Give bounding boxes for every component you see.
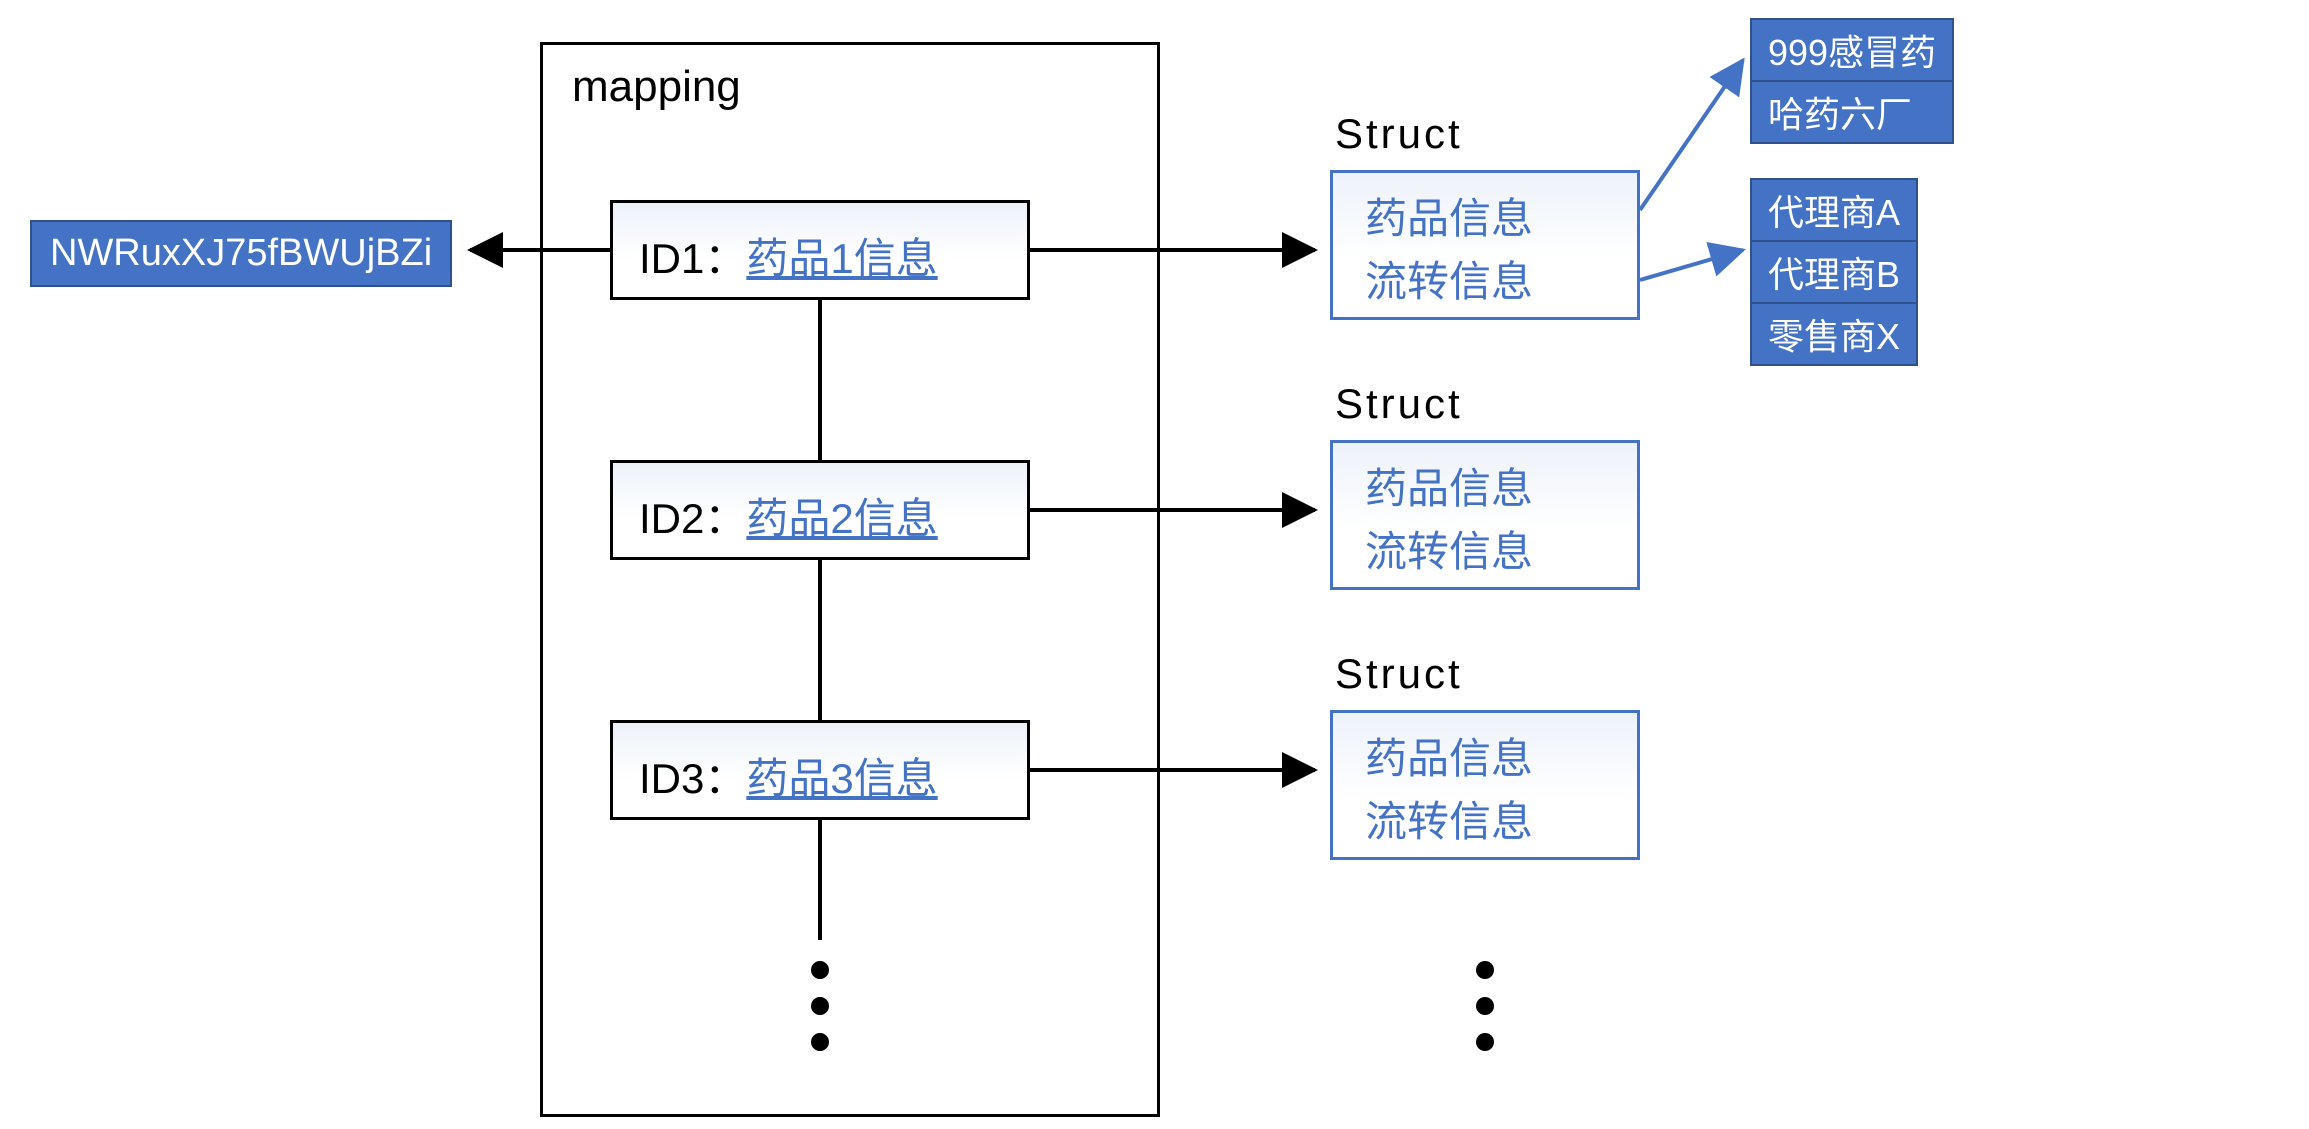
struct-label-3: Struct [1335, 650, 1463, 698]
diagram-canvas: NWRuxXJ75fBWUjBZi mapping ID1：药品1信息 ID2：… [0, 0, 2309, 1129]
struct-3-field-flow: 流转信息 [1365, 790, 1605, 853]
struct-1-field-flow: 流转信息 [1365, 250, 1605, 313]
mapping-entry-3: ID3：药品3信息 [610, 720, 1030, 820]
mapping-entry-2-link[interactable]: 药品2信息 [746, 495, 937, 542]
struct-label-2: Struct [1335, 380, 1463, 428]
struct-label-1: Struct [1335, 110, 1463, 158]
mapping-entry-1: ID1：药品1信息 [610, 200, 1030, 300]
struct-3-field-drug: 药品信息 [1365, 727, 1605, 790]
struct-box-3: 药品信息 流转信息 [1330, 710, 1640, 860]
hash-id-box: NWRuxXJ75fBWUjBZi [30, 220, 452, 287]
mapping-entry-2-id: ID2： [639, 495, 746, 542]
hash-id-text: NWRuxXJ75fBWUjBZi [50, 232, 432, 274]
struct-box-1: 药品信息 流转信息 [1330, 170, 1640, 320]
flow-info-row-2: 代理商B [1750, 240, 1918, 304]
struct-box-2: 药品信息 流转信息 [1330, 440, 1640, 590]
mapping-entry-3-link[interactable]: 药品3信息 [746, 755, 937, 802]
flow-info-row-1: 代理商A [1750, 178, 1918, 242]
mapping-entry-1-id: ID1： [639, 235, 746, 282]
mapping-title: mapping [572, 62, 741, 112]
struct-2-field-drug: 药品信息 [1365, 457, 1605, 520]
struct-1-field-drug: 药品信息 [1365, 187, 1605, 250]
flow-info-detail: 代理商A 代理商B 零售商X [1750, 180, 1918, 366]
struct-2-field-flow: 流转信息 [1365, 520, 1605, 583]
drug-info-row-2: 哈药六厂 [1750, 80, 1954, 144]
drug-info-detail: 999感冒药 哈药六厂 [1750, 20, 1954, 144]
mapping-entry-2: ID2：药品2信息 [610, 460, 1030, 560]
mapping-entry-1-link[interactable]: 药品1信息 [746, 235, 937, 282]
drug-info-row-1: 999感冒药 [1750, 18, 1954, 82]
mapping-entry-3-id: ID3： [639, 755, 746, 802]
flow-info-row-3: 零售商X [1750, 302, 1918, 366]
